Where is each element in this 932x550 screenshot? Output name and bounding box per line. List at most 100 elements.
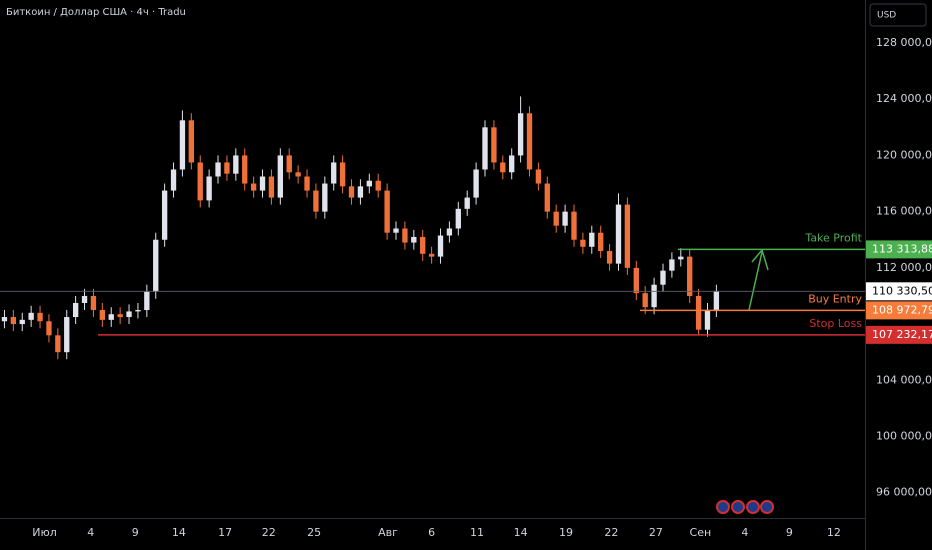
candle-body <box>81 295 88 303</box>
candle-body <box>99 310 106 320</box>
candle-body <box>250 183 257 191</box>
x-tick-label: 22 <box>604 526 618 539</box>
candle-body <box>606 250 613 264</box>
y-tick-label: 116 000,00 <box>876 205 932 218</box>
candle-body <box>224 162 230 174</box>
candle-body <box>455 208 461 229</box>
candle-body <box>331 162 337 184</box>
candle-body <box>72 302 79 318</box>
x-tick-label: 4 <box>741 526 748 539</box>
currency-box[interactable] <box>869 3 927 27</box>
x-tick-label: 17 <box>218 526 232 539</box>
candle-body <box>242 155 248 184</box>
candle-body <box>500 162 506 173</box>
y-tick-label: 128 000,00 <box>876 36 932 49</box>
x-tick-label: 14 <box>172 526 186 539</box>
candle-body <box>509 155 515 173</box>
candle-body <box>313 190 319 212</box>
candle-body <box>428 253 435 257</box>
candle-body <box>598 232 604 251</box>
candle-body <box>197 162 203 201</box>
candle-body <box>179 120 186 170</box>
candle-body <box>411 236 417 243</box>
candle-body <box>571 211 577 240</box>
candle-body <box>304 176 310 191</box>
level-name: Buy Entry <box>808 292 862 305</box>
candle-body <box>64 317 70 353</box>
chart-title: Биткоин / Доллар США · 4ч · Tradu <box>6 7 186 18</box>
level-label: 108 972,79 <box>872 303 932 316</box>
candle-body <box>322 183 328 212</box>
x-tick-label: 6 <box>428 526 435 539</box>
y-tick-label: 104 000,00 <box>876 373 932 386</box>
x-tick-label: 12 <box>827 526 841 539</box>
candle-body <box>277 155 283 198</box>
candle-body <box>580 239 586 247</box>
candle-body <box>642 293 648 308</box>
candle-body <box>535 169 542 184</box>
candle-body <box>669 259 675 271</box>
level-label: 107 232,17 <box>872 328 932 341</box>
candle-body <box>446 228 453 236</box>
x-tick-label: Июл <box>32 526 57 539</box>
candle-body <box>135 310 141 312</box>
candle-body <box>117 314 123 318</box>
candle-body <box>375 180 381 191</box>
x-tick-label: Авг <box>378 526 398 539</box>
x-tick-label: 4 <box>87 526 94 539</box>
last-price-box <box>866 282 932 301</box>
candle-body <box>491 127 497 163</box>
candle-body <box>704 310 711 330</box>
candle-body <box>473 169 479 198</box>
x-tick-label: 11 <box>470 526 484 539</box>
y-tick-label: 120 000,00 <box>876 148 932 161</box>
candle-body <box>339 162 346 187</box>
event-flags[interactable] <box>716 500 774 514</box>
candle-body <box>19 319 25 325</box>
y-tick-label: 124 000,00 <box>876 92 932 105</box>
y-tick-label: 112 000,00 <box>876 261 932 274</box>
candle-body <box>517 113 524 156</box>
candle-body <box>153 239 159 292</box>
y-tick-label: 100 000,00 <box>876 429 932 442</box>
candle-body <box>55 335 61 353</box>
candle-body <box>589 232 595 247</box>
x-tick-label: 27 <box>649 526 663 539</box>
candle-body <box>357 186 364 198</box>
candle-body <box>695 295 702 330</box>
candle-body <box>170 169 177 191</box>
candle-body <box>90 295 97 311</box>
candle-body <box>384 190 390 233</box>
level-box <box>866 325 932 344</box>
candle-body <box>37 312 43 322</box>
candle-body <box>268 176 275 198</box>
y-tick-label: 96 000,00 <box>876 486 932 499</box>
level-name: Stop Loss <box>809 317 862 330</box>
level-box <box>866 240 932 259</box>
candle-body <box>144 291 150 311</box>
candle-body <box>544 183 550 212</box>
candle-body <box>1 317 8 322</box>
x-tick-label: 19 <box>559 526 573 539</box>
candle-body <box>615 204 622 264</box>
candle-body <box>437 235 444 257</box>
candle-body <box>678 256 684 260</box>
x-tick-label: 14 <box>514 526 528 539</box>
x-tick-label: 25 <box>307 526 321 539</box>
candle-body <box>108 314 114 320</box>
candle-body <box>687 256 693 296</box>
candle-body <box>215 162 221 177</box>
x-tick-label: Сен <box>690 526 712 539</box>
candle-body <box>624 204 631 268</box>
candle-body <box>161 190 168 240</box>
currency: USD <box>877 11 896 21</box>
candle-body <box>233 155 239 174</box>
candle-body <box>206 176 212 201</box>
candle-body <box>633 267 639 294</box>
level-box <box>866 301 932 320</box>
level-name: Take Profit <box>804 231 862 244</box>
candle-body <box>393 228 399 233</box>
candle-body <box>660 270 666 285</box>
